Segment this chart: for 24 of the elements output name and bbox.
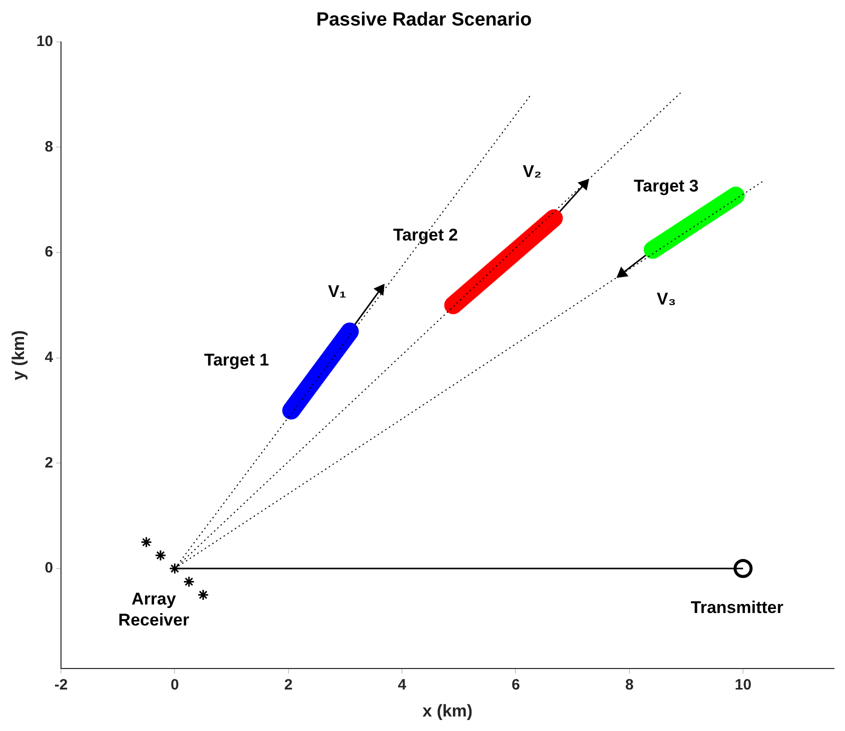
x-tick-label: 6 — [512, 676, 520, 694]
y-tick-label: 10 — [36, 32, 54, 50]
y-tick-label: 0 — [44, 560, 54, 577]
series-label: Target 3 — [634, 176, 699, 196]
x-tick-label: 4 — [398, 676, 407, 694]
chart-title: Passive Radar Scenario — [316, 10, 532, 31]
y-axis-title: y (km) — [8, 330, 28, 380]
y-tick-label: 4 — [44, 348, 54, 366]
series-label: Transmitter — [690, 598, 784, 618]
y-tick-label: 6 — [44, 244, 54, 261]
series-label: V₁ — [328, 282, 346, 302]
text: Target 2 — [393, 225, 458, 244]
x-tick-label: 2 — [284, 676, 293, 694]
x-tick-label: -2 — [54, 676, 68, 694]
x-tick-label: 0 — [170, 676, 179, 694]
text: V₂ — [522, 162, 542, 181]
y-tick-label: 8 — [44, 138, 54, 156]
series-label: V₃ — [656, 289, 676, 308]
x-tick-label: 10 — [734, 676, 752, 694]
x-tick-label: 8 — [625, 676, 634, 694]
text: Target 1 — [204, 350, 269, 370]
x-axis-title: x (km) — [422, 701, 473, 720]
y-tick-label: 2 — [44, 454, 54, 472]
series-label: Array Receiver — [118, 590, 190, 630]
